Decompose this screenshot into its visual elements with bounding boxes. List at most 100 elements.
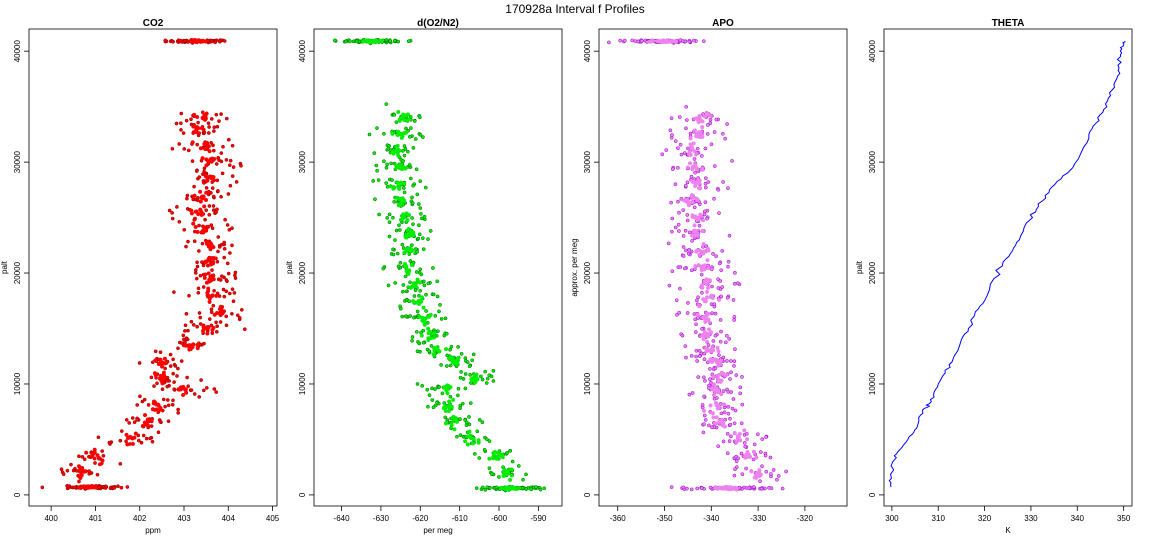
data-point — [732, 364, 736, 368]
data-point — [692, 223, 697, 228]
data-point — [701, 249, 706, 254]
data-point — [664, 39, 669, 44]
data-point — [700, 228, 705, 233]
data-point — [733, 467, 737, 472]
data-point — [192, 239, 197, 244]
data-point — [101, 453, 106, 458]
data-point — [703, 185, 708, 190]
data-point — [403, 314, 408, 319]
data-point — [162, 356, 167, 361]
data-point — [405, 218, 410, 223]
data-point — [196, 286, 201, 291]
data-point — [170, 216, 175, 221]
data-point — [215, 124, 220, 129]
data-point — [720, 423, 725, 428]
data-point — [224, 116, 229, 121]
data-point — [168, 364, 173, 368]
data-point — [389, 161, 393, 166]
data-point — [203, 217, 207, 222]
data-point — [184, 311, 189, 316]
data-point — [230, 311, 234, 316]
data-point — [415, 192, 420, 197]
data-point — [713, 400, 719, 406]
data-point — [428, 229, 433, 233]
data-point — [747, 486, 752, 490]
data-point — [92, 450, 97, 455]
data-point — [487, 439, 492, 443]
data-point — [732, 473, 737, 478]
data-point — [119, 429, 124, 433]
data-point — [77, 454, 81, 459]
data-point — [693, 264, 698, 269]
data-point — [65, 468, 70, 473]
data-point — [211, 303, 216, 308]
data-point — [685, 486, 689, 491]
data-point — [458, 433, 463, 437]
data-point — [151, 399, 157, 404]
data-point — [676, 146, 680, 151]
data-point — [376, 178, 381, 182]
data-point — [211, 260, 216, 265]
data-point — [228, 251, 232, 255]
data-point — [202, 113, 207, 118]
data-point — [174, 121, 179, 126]
data-point — [695, 146, 700, 151]
data-point — [364, 38, 369, 43]
data-point — [158, 357, 163, 362]
data-point — [93, 461, 97, 465]
data-point — [200, 156, 205, 161]
data-point — [412, 294, 417, 298]
data-point — [404, 247, 410, 252]
data-point — [723, 340, 728, 345]
data-point — [217, 39, 222, 44]
data-point — [228, 158, 233, 163]
data-point — [694, 152, 699, 157]
data-point — [171, 398, 175, 403]
y-tick-label: 10000 — [298, 372, 307, 395]
data-point — [402, 153, 407, 158]
data-point — [192, 112, 197, 117]
data-point — [367, 132, 372, 137]
data-point — [467, 415, 471, 419]
data-point — [681, 208, 686, 212]
data-point — [705, 132, 710, 136]
data-point — [437, 385, 442, 389]
data-point — [186, 384, 191, 389]
data-point — [683, 228, 688, 233]
data-point — [745, 437, 750, 442]
data-point — [145, 423, 150, 428]
data-point — [176, 366, 180, 371]
data-point — [171, 371, 176, 376]
data-point — [387, 220, 392, 225]
data-point — [216, 189, 220, 193]
data-point — [696, 186, 702, 191]
data-point — [784, 469, 788, 474]
data-point — [227, 291, 232, 296]
x-tick-label: 402 — [133, 514, 147, 523]
data-point — [183, 387, 188, 392]
data-point — [728, 422, 733, 427]
data-point — [354, 39, 359, 44]
data-point — [763, 453, 768, 458]
data-point — [167, 208, 172, 213]
y-tick-label: 20000 — [868, 261, 877, 284]
data-point — [712, 304, 717, 309]
data-point — [696, 295, 700, 300]
data-point — [687, 39, 692, 44]
data-point — [491, 379, 496, 383]
data-point — [711, 339, 716, 343]
data-point — [183, 38, 188, 43]
data-point — [163, 404, 167, 409]
data-point — [724, 485, 729, 490]
data-point — [448, 347, 452, 352]
data-point — [703, 176, 708, 181]
data-point — [219, 112, 223, 116]
data-point — [433, 387, 437, 391]
data-point — [401, 246, 406, 250]
data-point — [206, 256, 211, 261]
data-point — [135, 418, 139, 422]
data-point — [402, 250, 407, 255]
data-point — [696, 375, 701, 379]
data-point — [80, 455, 85, 459]
panel-title: APO — [712, 18, 734, 29]
